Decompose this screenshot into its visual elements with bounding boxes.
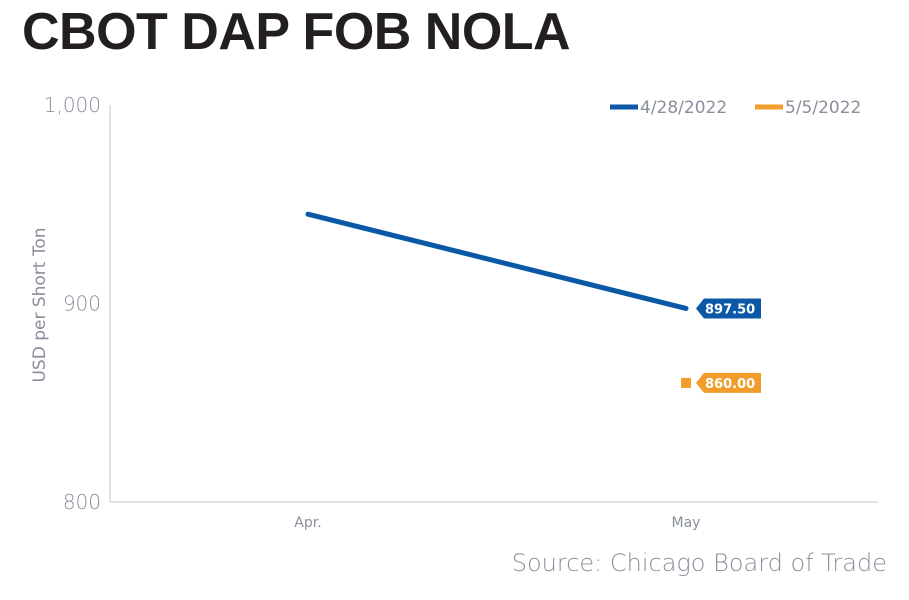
series-1: 897.50 xyxy=(305,211,761,319)
x-tick-label: Apr. xyxy=(294,515,321,531)
y-tick-label: 1,000 xyxy=(44,93,101,117)
source-note: Source: Chicago Board of Trade xyxy=(511,549,887,577)
chart-title: CBOT DAP FOB NOLA xyxy=(22,3,571,61)
data-point xyxy=(681,377,691,388)
x-tick-label: May xyxy=(672,515,701,531)
x-ticks: Apr. May xyxy=(294,515,700,531)
axes xyxy=(109,105,878,503)
data-label-tag xyxy=(696,298,761,319)
legend-label: 4/28/2022 xyxy=(640,98,727,118)
legend: 4/28/2022 5/5/2022 xyxy=(610,98,861,118)
y-axis-label: USD per Short Ton xyxy=(30,227,50,382)
series-group: 897.50 860.00 xyxy=(305,211,761,393)
y-ticks: 800 900 1,000 xyxy=(44,93,101,514)
series-2: 860.00 xyxy=(681,372,761,393)
legend-item: 5/5/2022 xyxy=(755,98,861,118)
y-tick-label: 800 xyxy=(63,490,101,514)
legend-item: 4/28/2022 xyxy=(610,98,727,118)
legend-label: 5/5/2022 xyxy=(785,98,861,118)
data-label: 860.00 xyxy=(705,377,755,392)
y-tick-label: 900 xyxy=(63,292,101,316)
series-line xyxy=(305,211,689,311)
data-label-tag xyxy=(696,372,761,393)
data-label: 897.50 xyxy=(705,302,755,317)
